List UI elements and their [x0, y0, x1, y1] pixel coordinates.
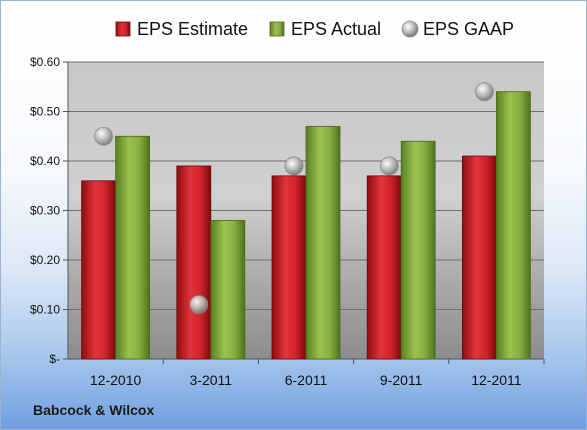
point-eps-gaap	[189, 295, 209, 314]
x-tick-label: 9-2011	[380, 372, 423, 388]
bar-eps-estimate	[81, 180, 116, 360]
y-tick-label: $0.50	[30, 105, 60, 119]
bar-eps-actual	[305, 125, 341, 360]
bar-eps-actual	[495, 91, 531, 360]
legend-label: EPS Estimate	[137, 19, 248, 39]
y-tick-label: $0.40	[30, 154, 60, 168]
bar-eps-actual	[400, 140, 436, 360]
x-tick-label: 6-2011	[285, 372, 328, 388]
y-tick-label: $0.20	[30, 253, 60, 267]
legend: EPS Estimate EPS Actual EPS GAAP	[115, 19, 514, 39]
x-tick-label: 12-2011	[471, 372, 522, 388]
legend-swatch	[269, 21, 285, 37]
bar-eps-estimate	[271, 175, 307, 360]
y-tick-label: $0.30	[30, 204, 60, 218]
point-eps-gaap	[474, 82, 494, 102]
bar-eps-estimate	[461, 155, 497, 360]
legend-swatch	[401, 20, 419, 38]
point-eps-gaap	[379, 156, 399, 176]
x-tick-label: 3-2011	[190, 372, 233, 388]
x-tick-label: 12-2010	[90, 372, 142, 388]
legend-swatch	[115, 21, 131, 37]
company-name: Babcock & Wilcox	[33, 402, 155, 418]
point-eps-gaap	[94, 126, 113, 146]
bar-eps-estimate	[176, 165, 212, 360]
legend-label: EPS GAAP	[423, 19, 514, 39]
bar-eps-estimate	[366, 175, 402, 360]
legend-label: EPS Actual	[291, 19, 381, 39]
y-tick-label: $-	[49, 352, 60, 366]
y-tick-label: $0.60	[30, 55, 60, 69]
bar-eps-actual	[210, 219, 246, 360]
bar-eps-actual	[115, 135, 150, 360]
point-eps-gaap	[284, 156, 304, 176]
y-tick-label: $0.10	[30, 303, 60, 317]
